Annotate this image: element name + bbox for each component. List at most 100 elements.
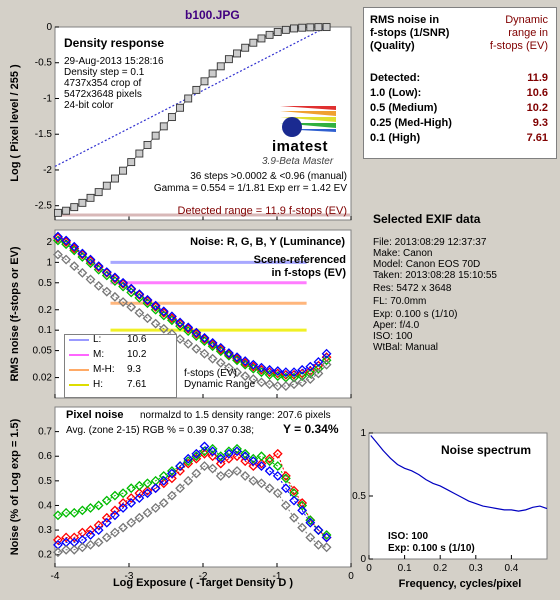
pixel-marker: [297, 522, 308, 533]
noise-marker: [126, 283, 137, 294]
logo-sphere: [282, 117, 302, 137]
exif-line: Taken: 2013:08:28 15:10:55: [373, 270, 497, 281]
density-info: 29-Aug-2013 15:28:16 Density step = 0.1 …: [64, 56, 164, 111]
pixel-marker: [126, 483, 137, 494]
legend-label: H:: [93, 379, 103, 390]
legend-value: 10.2: [127, 349, 147, 360]
noise-marker: [53, 249, 63, 260]
density-ytick-label: -0.5: [35, 58, 53, 69]
summary-row-value: 10.6: [526, 87, 548, 99]
noise-marker: [85, 258, 96, 269]
exif-line: Model: Canon EOS 70D: [373, 259, 481, 270]
spectrum-xlabel: Frequency, cycles/pixel: [399, 578, 522, 590]
density-ytick-label: -2: [43, 165, 52, 176]
noise-marker: [272, 366, 283, 376]
spectrum-layer: 0 0.5 1 0 0.1 0.2 0.3 0.4: [352, 428, 548, 574]
density-ylabel: Log ( Pixel level / 255 ): [9, 64, 21, 182]
noise-marker: [248, 359, 259, 370]
pixel-marker: [93, 537, 104, 548]
noise-ytick-label: 0.02: [33, 373, 53, 384]
noise-marker: [191, 329, 202, 339]
spectrum-ytick-label: 0: [360, 554, 366, 565]
noise-ylabel: RMS noise (f-stops or EV): [9, 246, 21, 381]
noise-marker: [93, 262, 104, 273]
noise-marker: [158, 307, 169, 318]
density-marker: [119, 166, 128, 175]
summary-panel: RMS noise in f-stops (1/SNR) (Quality) D…: [363, 7, 557, 159]
exif-line: WtBal: Manual: [373, 342, 439, 353]
pixel-marker: [215, 458, 226, 469]
noise-marker: [134, 307, 145, 318]
pixel-marker: [110, 490, 120, 501]
pixel-noise-layer: 0.2 0.3 0.4 0.5 0.6 0.7 -4 -3 -2 -1 0: [38, 427, 354, 582]
noise-marker: [69, 245, 80, 256]
pixel-marker: [248, 461, 259, 471]
noise-marker: [207, 339, 218, 350]
density-heading: Density response: [64, 36, 165, 50]
density-marker: [273, 28, 282, 36]
summary-header-line: range in: [508, 27, 548, 39]
pixel-marker: [118, 488, 128, 499]
density-marker: [322, 23, 331, 32]
noise-marker: [183, 338, 194, 349]
noise-note-1: Scene-referenced: [253, 254, 346, 266]
noise-marker: [313, 357, 324, 367]
pixel-marker: [313, 539, 324, 550]
pixel-marker: [280, 473, 291, 484]
legend-swatch: [69, 354, 89, 356]
noise-marker: [118, 297, 128, 307]
density-info-line: Density step = 0.1: [64, 67, 145, 78]
noise-marker: [272, 371, 283, 382]
density-marker: [306, 23, 315, 32]
pixel-marker: [158, 498, 169, 508]
pixel-marker: [199, 446, 210, 457]
pixel-marker: [240, 471, 251, 481]
pixel-marker: [93, 520, 104, 531]
noise-marker: [183, 323, 194, 334]
noise-marker: [321, 359, 332, 370]
summary-row-value: 11.9: [527, 72, 548, 84]
noise-marker: [85, 256, 96, 266]
noise-marker: [183, 322, 194, 333]
pixel-noise-ylabel: Noise (% of Log exp = 1.5): [9, 418, 21, 555]
summary-header-left: RMS noise in f-stops (1/SNR) (Quality): [370, 14, 449, 53]
density-marker: [216, 62, 225, 71]
pixel-marker: [101, 532, 112, 543]
noise-ytick-label: 0.2: [38, 305, 52, 316]
pixel-ytick-label: 0.4: [38, 500, 52, 511]
pixel-ytick-label: 0.5: [38, 476, 52, 487]
dynamic-range-label: Dynamic Range: [184, 379, 256, 390]
spectrum-xtick-label: 0.2: [433, 563, 447, 574]
pixel-noise-xlabel: Log Exposure ( -Target Density D ): [113, 577, 293, 589]
summary-row-label: 1.0 (Low):: [370, 87, 422, 99]
pixel-marker: [256, 461, 267, 471]
density-marker: [184, 94, 193, 103]
pixel-marker: [232, 451, 242, 462]
density-ytick-label: 0: [46, 22, 52, 33]
density-marker: [298, 23, 307, 32]
exif-line: Aper: f/4.0: [373, 320, 420, 331]
noise-marker: [134, 289, 145, 300]
legend-label: L:: [93, 334, 102, 345]
pixel-marker: [215, 453, 226, 464]
noise-marker: [142, 313, 153, 324]
legend-label: M-H:: [93, 364, 115, 375]
noise-marker: [175, 317, 185, 328]
pixel-marker: [264, 453, 275, 464]
logo-text: imatest: [272, 138, 329, 155]
summary-header-line: f-stops (1/SNR): [370, 27, 450, 39]
pixel-marker: [183, 453, 194, 464]
density-stats-line: Gamma = 0.554 = 1/1.81 Exp err = 1.42 EV: [153, 183, 347, 194]
pixel-marker: [248, 475, 259, 486]
density-marker: [224, 55, 233, 64]
pixel-marker: [69, 544, 80, 555]
legend-value: 7.61: [127, 379, 147, 390]
pixel-marker: [280, 500, 291, 511]
density-marker: [102, 181, 111, 190]
noise-marker: [142, 294, 153, 305]
noise-ytick-label: 1: [46, 257, 52, 268]
density-marker: [208, 69, 217, 78]
pixel-marker: [158, 475, 169, 486]
pixel-ytick-label: 0.7: [38, 427, 52, 438]
pixel-marker: [158, 471, 169, 481]
